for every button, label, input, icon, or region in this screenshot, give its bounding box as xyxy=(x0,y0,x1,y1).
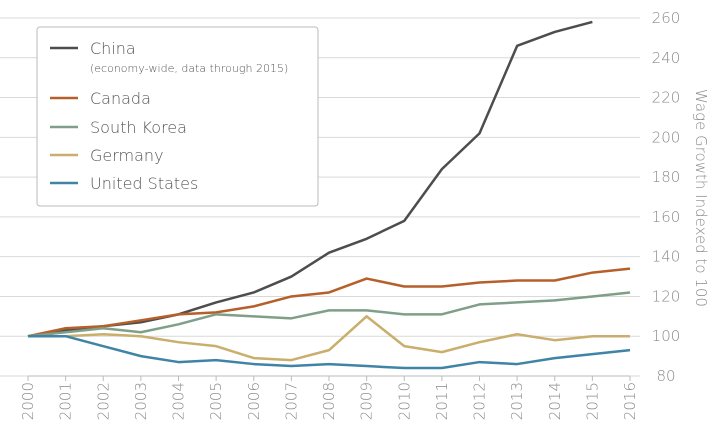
x-tick-label: 2006 xyxy=(245,382,263,420)
x-tick-label: 2007 xyxy=(282,382,300,420)
y-tick-label: 180 xyxy=(652,168,681,186)
series-line xyxy=(27,291,631,338)
legend-box xyxy=(36,26,319,207)
legend-note: (economy-wide, data through 2015) xyxy=(90,62,288,75)
y-tick-label: 220 xyxy=(652,89,681,107)
x-tick-label: 2004 xyxy=(170,382,188,420)
legend-label: United States xyxy=(90,174,198,193)
y-tick-label: 200 xyxy=(652,128,681,146)
series-line xyxy=(28,315,630,362)
x-tick-label: 2009 xyxy=(358,382,376,420)
y-tick-label: 140 xyxy=(652,248,681,266)
y-tick-label: 120 xyxy=(652,287,681,305)
legend-label: South Korea xyxy=(90,118,187,137)
x-tick-label: 2015 xyxy=(583,382,601,420)
x-tick-label: 2008 xyxy=(320,382,338,420)
x-tick-label: 2016 xyxy=(621,382,639,420)
lines xyxy=(27,20,631,370)
x-tick-label: 2001 xyxy=(57,382,75,420)
x-tick-label: 2014 xyxy=(546,382,564,420)
legend-label: China xyxy=(90,39,136,58)
series-line xyxy=(27,267,631,338)
y-tick-label: 160 xyxy=(652,208,681,226)
x-tick-label: 2005 xyxy=(207,382,225,420)
x-tick-label: 2002 xyxy=(94,382,112,420)
x-tick-label: 2013 xyxy=(508,382,526,420)
x-tick-label: 2011 xyxy=(433,382,451,420)
x-tick-label: 2012 xyxy=(471,382,489,420)
y-tick-label: 260 xyxy=(652,9,681,27)
legend-label: Germany xyxy=(90,146,164,165)
x-tick-label: 2000 xyxy=(19,382,37,420)
series-line xyxy=(28,334,631,370)
y-axis-label: Wage Growth Indexed to 100 xyxy=(692,89,710,307)
y-tick-label: 240 xyxy=(652,49,681,67)
legend-label: Canada xyxy=(90,89,151,108)
y-tick-label: 80 xyxy=(656,367,675,385)
x-tick-label: 2003 xyxy=(132,382,150,420)
y-tick-label: 100 xyxy=(652,327,681,345)
x-tick-label: 2010 xyxy=(395,382,413,420)
